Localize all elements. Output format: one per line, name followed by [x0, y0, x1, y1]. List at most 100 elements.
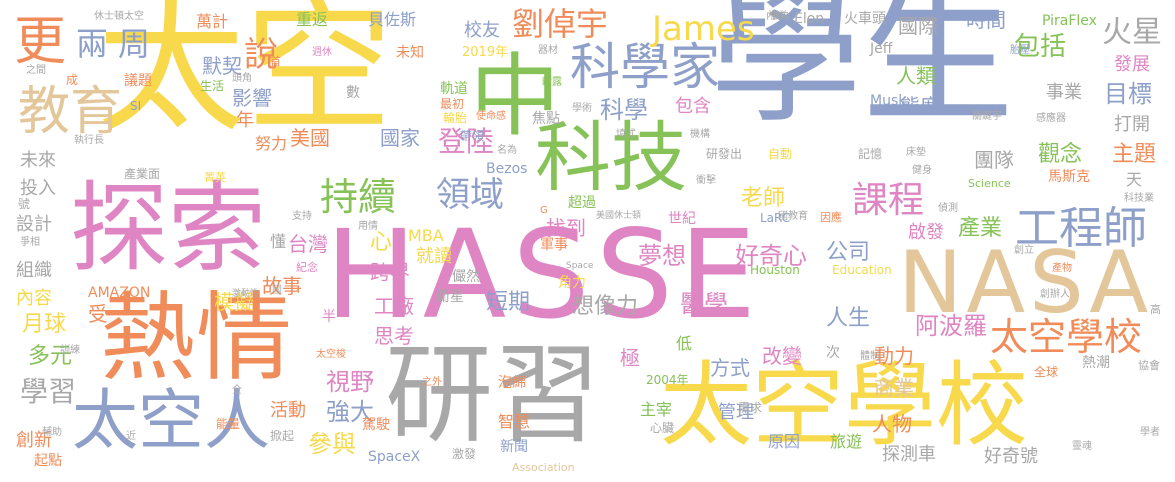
word: 內衣: [766, 11, 786, 22]
word: 做為: [770, 11, 790, 22]
word: 科技: [535, 113, 687, 202]
word: 太空: [97, 0, 393, 152]
word: 人生: [826, 306, 871, 331]
word: 生活: [200, 79, 225, 93]
word: 紀念: [296, 261, 318, 274]
word: 公司: [826, 240, 871, 265]
word: 學術: [572, 103, 592, 114]
word: Elon: [794, 11, 825, 27]
word: 創立: [1014, 245, 1034, 256]
word: 影響: [232, 86, 272, 110]
word: 年: [236, 110, 254, 131]
word: 體制: [860, 351, 880, 362]
word: 貝佐斯: [368, 10, 417, 29]
word: 商業: [874, 376, 914, 400]
word: 打開: [1114, 114, 1150, 135]
word: LaRC: [760, 211, 791, 225]
word: 投入: [20, 178, 56, 199]
word: 阿波羅: [915, 312, 987, 340]
word: James: [652, 9, 755, 49]
word: 美國休士頓: [596, 211, 642, 221]
word: 使命感: [476, 111, 506, 122]
word: 人物: [872, 412, 912, 436]
word: 啟發: [908, 222, 944, 243]
word: 太空學校: [660, 352, 1029, 459]
word: 偵測: [938, 203, 958, 214]
word: 全球: [1034, 365, 1059, 379]
word: 頭角: [232, 73, 252, 84]
word: 週休: [312, 47, 332, 58]
word: AMAZON: [88, 285, 151, 301]
word: 觀念: [1038, 142, 1083, 167]
word: 議題: [124, 73, 152, 89]
word: 高: [1150, 303, 1161, 316]
word: 半: [322, 309, 336, 325]
word: 火星: [1102, 15, 1162, 50]
word: 激發: [452, 447, 477, 461]
word: 台灣: [288, 232, 328, 256]
word: SpaceX: [368, 449, 421, 465]
word: 課程: [852, 180, 925, 221]
word: 學習: [20, 375, 77, 408]
word: 未來: [20, 150, 56, 171]
word: 包括: [1014, 32, 1067, 62]
word: 輪胎: [443, 111, 468, 125]
word: 產業面: [124, 167, 161, 181]
word: Association: [512, 461, 575, 474]
word: 更: [14, 12, 67, 72]
word: 心臟: [650, 421, 675, 435]
word: 領域: [436, 175, 504, 215]
word: 軌道: [440, 81, 468, 97]
word: 太空梭: [316, 349, 346, 360]
word: 世紀: [668, 211, 696, 227]
word: 2019年: [462, 45, 509, 60]
word: 激動性: [232, 289, 260, 299]
word: 2004年: [646, 373, 689, 387]
word: 設計: [16, 214, 52, 235]
word: 超過: [568, 195, 596, 211]
word: 月球: [22, 312, 67, 337]
word: 儼然: [452, 269, 480, 285]
word: 多元: [28, 344, 73, 369]
word: 好奇號: [984, 446, 1038, 467]
word: 學生: [710, 0, 1014, 144]
word: 努力: [255, 134, 288, 153]
word: 靈魂: [1072, 441, 1092, 452]
word: 強大: [326, 398, 374, 426]
word: 目標: [1104, 80, 1152, 108]
word: 新聞: [500, 439, 528, 455]
word: 態度: [900, 94, 940, 118]
word: 人類: [896, 64, 936, 88]
word: 軍事: [540, 237, 568, 253]
word: 焦點: [532, 111, 560, 127]
word: 國教育: [778, 211, 808, 222]
word: 美國: [290, 126, 330, 150]
word: 改變: [762, 344, 802, 368]
word: 模擬: [214, 290, 254, 314]
word: 國家: [380, 126, 420, 150]
word: 想像力: [572, 294, 639, 319]
word: 懂: [270, 232, 287, 251]
word: 旅遊: [830, 432, 863, 451]
word: 跨界: [370, 260, 410, 284]
word: 記憶: [858, 147, 883, 161]
word: 太空學校: [990, 315, 1143, 359]
word: 極: [620, 346, 640, 370]
word: 心: [370, 230, 393, 255]
word: 胎壓: [1010, 45, 1030, 56]
word: 熱潮: [1082, 355, 1110, 371]
word: 未知: [396, 45, 424, 61]
word: 萬計: [196, 12, 229, 31]
word: 工廠: [374, 294, 414, 318]
word: 用情: [358, 221, 378, 232]
word: 最初: [440, 97, 465, 111]
word: 參與: [308, 430, 356, 458]
word: 支持: [292, 211, 312, 222]
word: 研習: [385, 333, 602, 458]
word: 視野: [326, 368, 374, 396]
word: Science: [968, 177, 1011, 190]
word: 低: [676, 334, 693, 353]
word: Jeff: [870, 41, 893, 57]
word: 之間: [26, 65, 46, 76]
word: 創辦人: [1040, 289, 1070, 300]
